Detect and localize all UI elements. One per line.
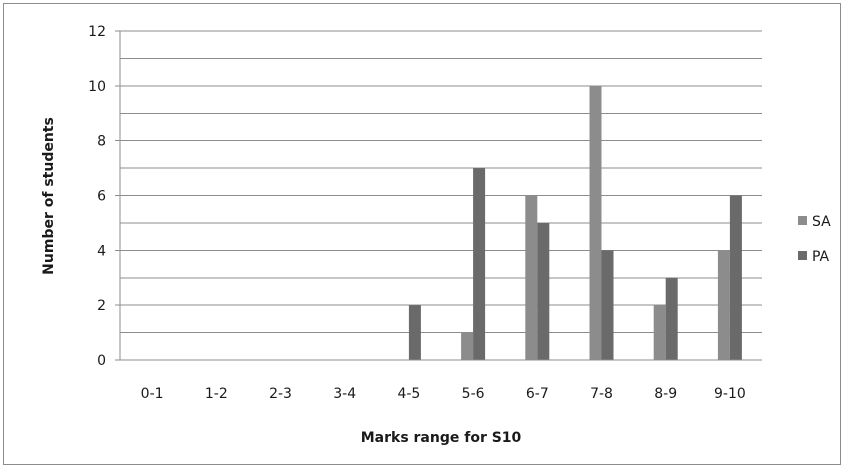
- bars: [408, 85, 742, 360]
- x-tick-labels: 0-1 1-2 2-3 3-4 4-5 5-6 6-7 7-8 8-9 9-10: [141, 386, 746, 402]
- bar-pa: [537, 222, 550, 360]
- y-axis-title: Number of students: [41, 117, 57, 275]
- x-tick-label: 0-1: [141, 386, 164, 402]
- y-tick-labels: 0 2 4 6 8 10 12: [88, 24, 106, 369]
- y-tick-label: 0: [97, 353, 106, 369]
- bar-pa: [729, 195, 742, 360]
- x-tick-label: 9-10: [714, 386, 746, 402]
- bar-sa: [525, 195, 538, 360]
- legend-swatch-sa: [798, 216, 807, 225]
- bar-sa: [461, 332, 474, 360]
- x-tick-label: 2-3: [269, 386, 292, 402]
- y-tick-label: 6: [97, 189, 106, 205]
- x-tick-label: 4-5: [397, 386, 420, 402]
- bar-pa: [601, 250, 614, 360]
- bar-sa: [717, 250, 730, 360]
- y-tick-label: 12: [88, 24, 106, 40]
- y-tick-label: 8: [97, 134, 106, 150]
- bar-sa: [653, 305, 666, 360]
- x-axis-title: Marks range for S10: [361, 430, 522, 446]
- legend-label-pa: PA: [812, 249, 830, 265]
- legend: SA PA: [798, 214, 831, 265]
- axes: [115, 30, 762, 361]
- y-tick-label: 10: [88, 79, 106, 95]
- y-tick-label: 4: [97, 243, 106, 259]
- x-tick-label: 6-7: [526, 386, 549, 402]
- chart-frame: [3, 3, 841, 465]
- bar-pa: [665, 277, 678, 360]
- legend-swatch-pa: [798, 251, 807, 260]
- x-tick-label: 5-6: [462, 386, 485, 402]
- x-tick-label: 8-9: [654, 386, 677, 402]
- legend-label-sa: SA: [812, 214, 831, 230]
- x-tick-label: 3-4: [333, 386, 356, 402]
- x-tick-label: 1-2: [205, 386, 228, 402]
- bar-sa: [589, 85, 602, 360]
- bar-pa: [408, 305, 421, 360]
- x-tick-label: 7-8: [590, 386, 613, 402]
- bar-pa: [473, 168, 486, 360]
- y-tick-label: 2: [97, 298, 106, 314]
